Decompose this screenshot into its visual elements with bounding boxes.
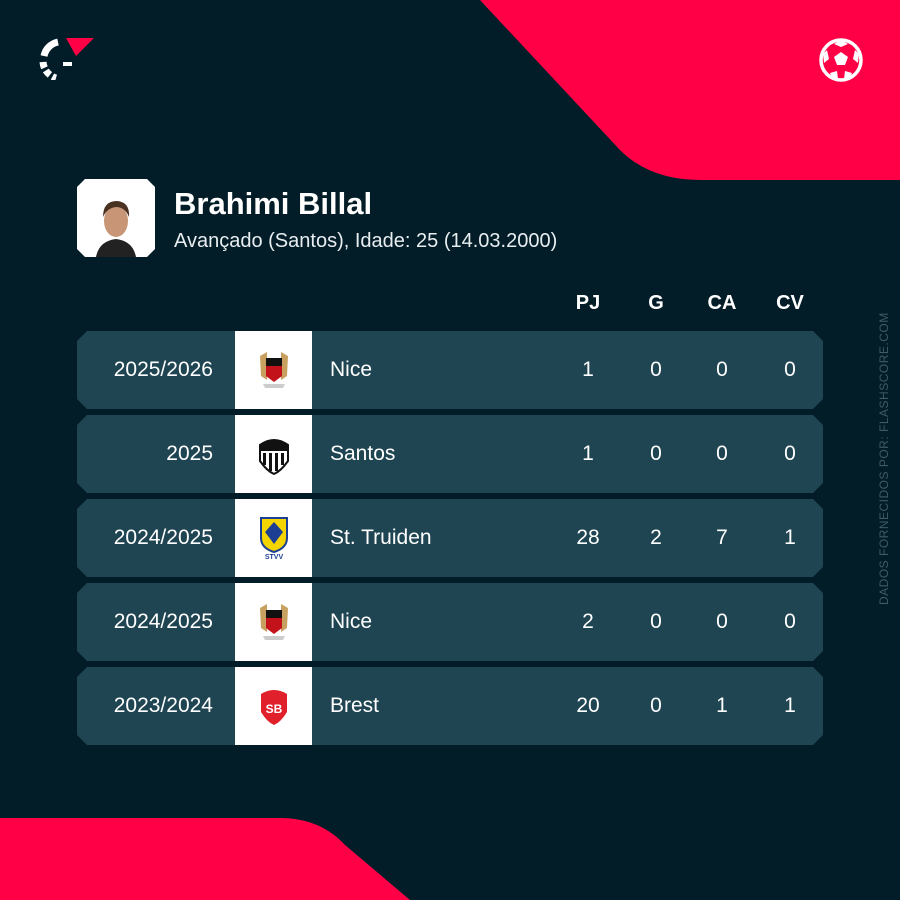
g-value: 0: [650, 610, 662, 633]
brest-crest-icon: SB: [235, 667, 312, 745]
st-truiden-crest-icon: STVV: [235, 499, 312, 577]
svg-text:SB: SB: [265, 702, 282, 716]
bottom-left-accent: [0, 818, 410, 900]
season: 2025: [166, 442, 213, 465]
g-value: 0: [650, 694, 662, 717]
ca-value: 0: [716, 358, 728, 381]
pj-value: 1: [582, 442, 594, 465]
season: 2023/2024: [113, 694, 213, 717]
player-avatar: [96, 201, 136, 257]
g-value: 2: [650, 526, 662, 549]
table-row[interactable]: 2024/2025 Nice 2 0 0 0: [77, 583, 823, 661]
table-row[interactable]: 2023/2024 SB Brest 20 0 1 1: [77, 667, 823, 745]
ca-value: 0: [716, 610, 728, 633]
cv-value: 1: [784, 526, 796, 549]
club-name: Santos: [330, 442, 396, 465]
nice-crest-icon: [235, 331, 312, 409]
season: 2024/2025: [113, 526, 213, 549]
cv-value: 0: [784, 358, 796, 381]
santos-crest-icon: [235, 415, 312, 493]
nice-crest-icon: [235, 583, 312, 661]
pj-value: 2: [582, 610, 594, 633]
svg-text:STVV: STVV: [264, 554, 283, 560]
cv-value: 0: [784, 610, 796, 633]
table-row[interactable]: 2025/2026 Nice 1 0 0 0: [77, 331, 823, 409]
ca-value: 1: [716, 694, 728, 717]
g-value: 0: [650, 442, 662, 465]
player-subtitle: Avançado (Santos), Idade: 25 (14.03.2000…: [174, 230, 558, 252]
source-credit: DADOS FORNECIDOS POR: FLASHSCORE.COM: [877, 312, 891, 605]
club-name: Brest: [330, 694, 380, 717]
header-g: G: [648, 292, 664, 314]
season: 2024/2025: [113, 610, 213, 633]
season: 2025/2026: [113, 358, 213, 381]
pj-value: 1: [582, 358, 594, 381]
cv-value: 0: [784, 442, 796, 465]
flashscore-logo-icon: [39, 38, 94, 80]
header-pj: PJ: [575, 292, 601, 314]
player-name: Brahimi Billal: [174, 186, 373, 221]
top-right-accent: [480, 0, 900, 180]
header-cv: CV: [776, 292, 804, 314]
table-row[interactable]: 2025 Santos 1 0 0 0: [77, 415, 823, 493]
table-row[interactable]: 2024/2025 STVV St. Truiden 28 2 7 1: [77, 499, 823, 577]
ca-value: 7: [716, 526, 728, 549]
club-name: Nice: [330, 610, 373, 633]
club-name: Nice: [330, 358, 373, 381]
header-ca: CA: [707, 292, 737, 314]
cv-value: 1: [784, 694, 796, 717]
football-icon: [819, 38, 863, 82]
club-name: St. Truiden: [330, 526, 432, 549]
pj-value: 28: [576, 526, 600, 549]
player-photo: [77, 179, 155, 257]
g-value: 0: [650, 358, 662, 381]
ca-value: 0: [716, 442, 728, 465]
pj-value: 20: [576, 694, 600, 717]
